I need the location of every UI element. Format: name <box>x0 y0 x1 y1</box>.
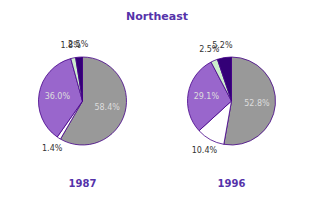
svg-text:58.4%: 58.4% <box>94 103 120 112</box>
svg-text:2.5%: 2.5% <box>199 44 220 54</box>
svg-text:10.4%: 10.4% <box>192 146 218 155</box>
html-text:Northeast: Northeast <box>126 10 188 23</box>
svg-text:2.5%: 2.5% <box>68 40 89 49</box>
svg-text:29.1%: 29.1% <box>194 92 220 101</box>
html-text:1996: 1996 <box>217 178 246 189</box>
svg-text:36.0%: 36.0% <box>45 92 71 101</box>
svg-text:52.8%: 52.8% <box>244 99 270 108</box>
html-text:1987: 1987 <box>68 178 97 189</box>
svg-text:5.2%: 5.2% <box>212 41 233 50</box>
svg-text:1.4%: 1.4% <box>42 144 63 153</box>
